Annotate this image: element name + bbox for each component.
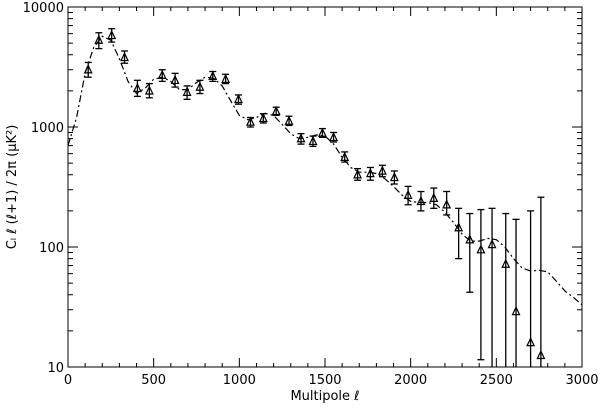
triangle-marker	[511, 305, 521, 316]
data-point	[317, 127, 327, 138]
triangle-marker	[258, 112, 268, 123]
triangle-marker	[157, 69, 167, 79]
data-point	[296, 133, 306, 145]
triangle-marker	[501, 258, 511, 268]
data-point	[234, 93, 243, 105]
data-point	[271, 105, 281, 117]
data-point	[429, 187, 439, 209]
data-point	[403, 185, 413, 206]
x-tick-label: 1500	[308, 373, 341, 388]
data-point	[107, 28, 117, 43]
triangle-marker	[403, 189, 413, 199]
data-point	[389, 170, 399, 185]
triangle-marker	[536, 349, 546, 360]
triangle-marker	[120, 51, 129, 62]
data-points	[83, 28, 546, 367]
triangle-marker	[317, 127, 327, 137]
axis-ticks: 0 500 1000 1500 2000 2500 3000 10 100 1000 10000	[23, 1, 599, 388]
triangle-marker	[195, 81, 205, 91]
y-tick-label: 1000	[31, 121, 64, 136]
data-point	[340, 151, 350, 163]
data-point	[120, 50, 129, 64]
triangle-marker	[246, 116, 255, 126]
data-point	[246, 116, 255, 128]
triangle-marker	[208, 70, 218, 80]
triangle-marker	[83, 64, 93, 74]
triangle-marker	[329, 131, 339, 142]
triangle-marker	[170, 74, 180, 85]
triangle-marker	[377, 165, 387, 175]
x-tick-label: 2000	[394, 373, 427, 388]
triangle-marker	[107, 29, 117, 40]
triangle-marker	[296, 133, 306, 143]
data-point	[442, 190, 452, 216]
triangle-marker	[476, 244, 486, 254]
data-point	[365, 166, 375, 181]
data-point	[170, 72, 180, 88]
data-point	[536, 196, 546, 367]
data-point	[465, 212, 475, 293]
triangle-marker	[526, 336, 536, 347]
data-point	[208, 70, 218, 83]
x-tick-label: 0	[64, 373, 72, 388]
triangle-marker	[132, 82, 142, 93]
data-point	[221, 73, 231, 85]
x-tick-label: 3000	[565, 373, 598, 388]
data-point	[132, 79, 142, 98]
x-tick-label: 500	[141, 373, 166, 388]
data-point	[83, 61, 93, 78]
data-point	[144, 82, 154, 99]
triangle-marker	[389, 171, 399, 182]
triangle-marker	[487, 238, 497, 249]
data-point	[526, 210, 536, 367]
data-point	[511, 218, 521, 367]
data-point	[476, 208, 486, 361]
y-axis-title: Cₗ ℓ (ℓ+1) / 2π (μK²)	[5, 125, 20, 250]
y-tick-label: 100	[39, 241, 64, 256]
y-tick-label: 10000	[23, 1, 64, 16]
data-point	[258, 112, 268, 124]
triangle-marker	[221, 73, 231, 83]
x-tick-label: 2500	[480, 373, 513, 388]
x-axis-title: Multipole ℓ	[290, 389, 359, 404]
triangle-marker	[353, 169, 363, 179]
triangle-marker	[429, 192, 439, 202]
triangle-marker	[144, 85, 154, 95]
x-tick-label: 1000	[223, 373, 256, 388]
data-point	[308, 135, 318, 147]
triangle-marker	[340, 151, 350, 161]
data-point	[353, 167, 363, 181]
triangle-marker	[416, 195, 426, 206]
triangle-marker	[365, 167, 375, 178]
data-point	[195, 79, 205, 95]
data-point	[157, 69, 167, 83]
data-point	[416, 190, 426, 212]
data-point	[284, 115, 294, 127]
plot-frame	[67, 6, 583, 368]
triangle-marker	[454, 222, 464, 232]
triangle-marker	[465, 234, 475, 244]
data-point	[329, 131, 339, 143]
triangle-marker	[182, 86, 192, 96]
data-point	[487, 207, 497, 367]
triangle-marker	[308, 135, 318, 146]
y-tick-label: 10	[47, 361, 64, 376]
data-point	[377, 164, 387, 178]
triangle-marker	[284, 115, 294, 125]
triangle-marker	[94, 34, 104, 44]
data-point	[182, 85, 192, 100]
data-point	[454, 207, 464, 260]
model-curve-line	[67, 35, 583, 306]
triangle-marker	[234, 93, 243, 104]
triangle-marker	[271, 105, 281, 116]
triangle-marker	[442, 199, 452, 209]
data-point	[94, 32, 104, 50]
data-point	[501, 212, 511, 367]
